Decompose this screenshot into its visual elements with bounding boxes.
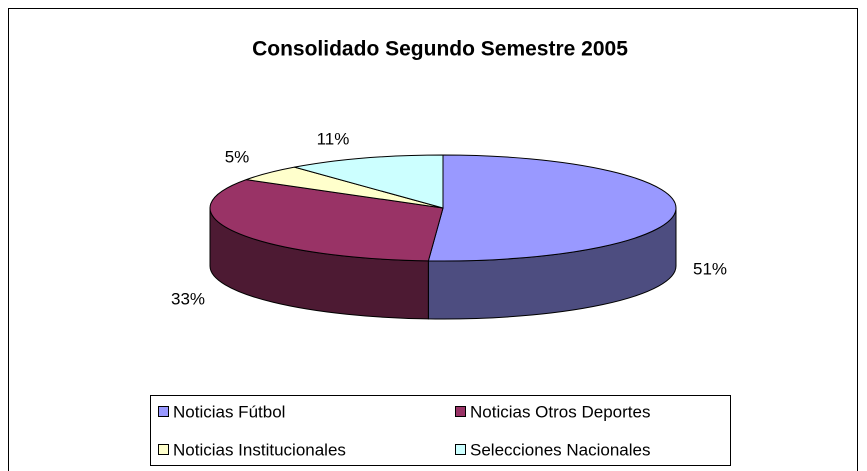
data-label: 5% bbox=[225, 147, 250, 166]
data-label: 51% bbox=[693, 259, 727, 278]
legend-swatch bbox=[158, 406, 169, 417]
legend-swatch bbox=[158, 444, 169, 455]
legend-label: Selecciones Nacionales bbox=[470, 440, 651, 459]
legend: Noticias Fútbol Noticias Otros Deportes No… bbox=[158, 402, 651, 459]
legend-swatch bbox=[455, 406, 466, 417]
data-label: 11% bbox=[317, 129, 350, 148]
chart-title: Consolidado Segundo Semestre 2005 bbox=[252, 38, 628, 61]
pie: 51% 33% 5% 11% bbox=[171, 129, 727, 320]
slice bbox=[294, 154, 444, 209]
legend-label: Noticias Institucionales bbox=[173, 440, 346, 459]
legend-frame bbox=[150, 395, 731, 466]
data-label: 33% bbox=[171, 289, 205, 308]
legend-label: Noticias Otros Deportes bbox=[470, 402, 650, 421]
legend-label: Noticias Fútbol bbox=[173, 402, 285, 421]
legend-swatch bbox=[455, 444, 466, 455]
slice bbox=[427, 154, 677, 262]
